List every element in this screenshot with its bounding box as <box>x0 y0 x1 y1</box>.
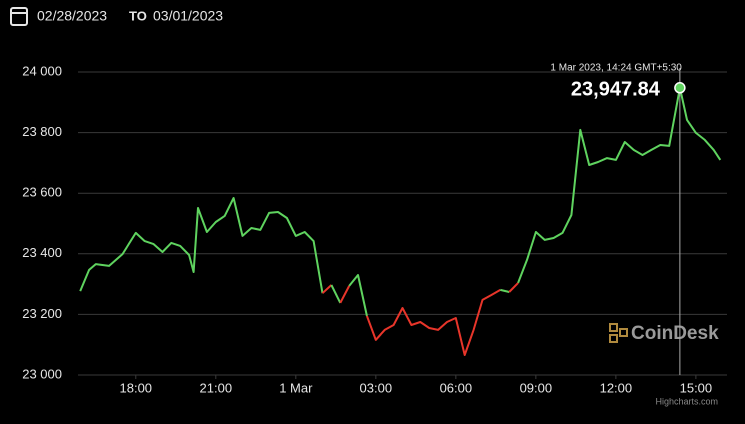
date-to-label: TO <box>129 8 147 23</box>
price-line <box>508 282 519 293</box>
date-from[interactable]: 02/28/2023 <box>37 8 107 24</box>
x-tick-label: 15:00 <box>680 380 713 395</box>
price-line <box>79 197 324 294</box>
x-tick-label: 18:00 <box>120 380 153 395</box>
watermark-icon <box>609 323 618 332</box>
watermark: CoinDesk <box>609 323 719 344</box>
tooltip-value: 23,947.84 <box>571 78 661 100</box>
price-line <box>321 284 333 294</box>
y-tick-label: 23 400 <box>22 245 62 260</box>
price-line <box>348 274 368 317</box>
hover-point <box>674 82 686 94</box>
tooltip-date: 1 Mar 2023, 14:24 GMT+5:30 <box>550 63 682 74</box>
watermark-icon <box>609 334 618 343</box>
y-tick-label: 24 000 <box>22 63 62 78</box>
x-tick-label: 1 Mar <box>279 380 313 395</box>
x-tick-label: 21:00 <box>200 380 233 395</box>
y-tick-label: 23 600 <box>22 185 62 200</box>
watermark-text: CoinDesk <box>631 323 719 344</box>
price-line <box>330 284 342 304</box>
credits[interactable]: Highcharts.com <box>655 396 718 406</box>
price-line <box>339 285 351 304</box>
grid <box>78 71 727 376</box>
y-tick-label: 23 000 <box>22 366 62 381</box>
y-tick-label: 23 200 <box>22 306 62 321</box>
calendar-icon[interactable] <box>10 7 28 26</box>
date-to[interactable]: 03/01/2023 <box>153 8 223 24</box>
price-line <box>365 289 501 356</box>
x-tick-label: 03:00 <box>360 380 393 395</box>
watermark-icon <box>619 328 628 337</box>
y-tick-label: 23 800 <box>22 124 62 139</box>
price-line <box>500 288 510 293</box>
x-tick-label: 12:00 <box>600 380 633 395</box>
price-line <box>517 86 722 284</box>
x-tick-label: 06:00 <box>440 380 473 395</box>
calendar-frame <box>10 7 28 26</box>
x-tick-label: 09:00 <box>520 380 553 395</box>
